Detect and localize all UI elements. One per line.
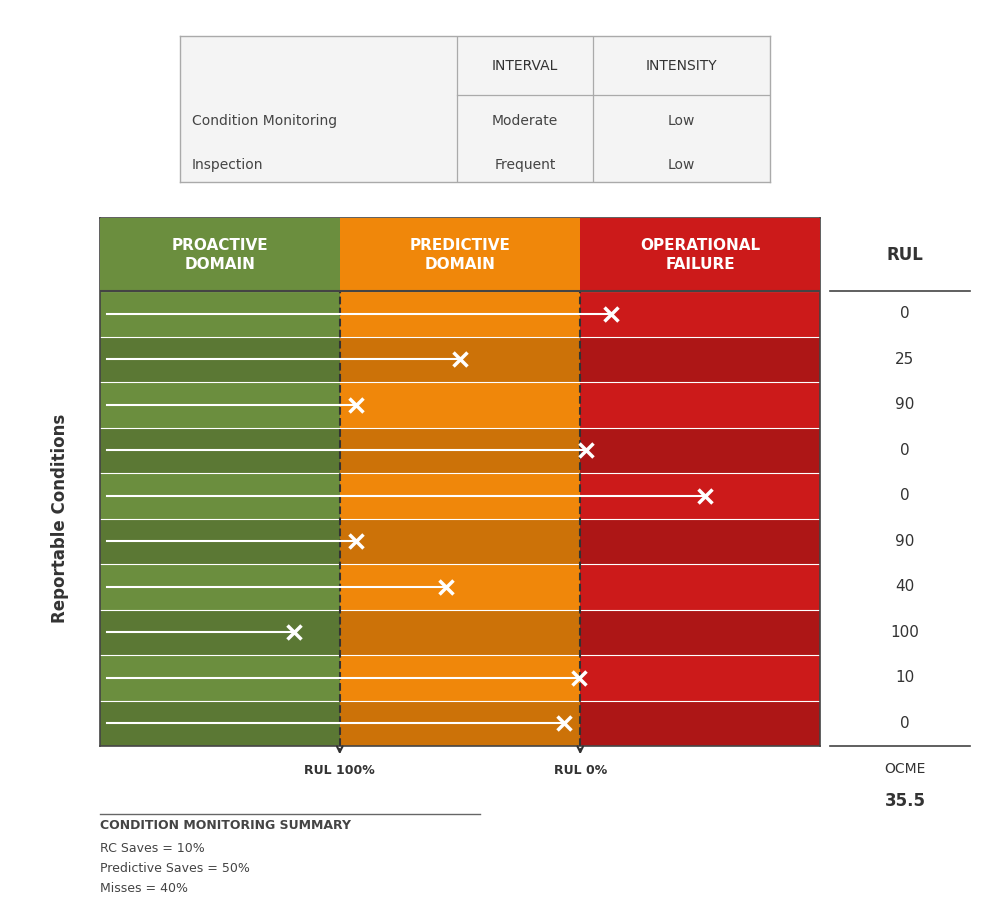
Bar: [100, 655, 820, 701]
Text: Condition Monitoring: Condition Monitoring: [192, 114, 337, 127]
Text: Moderate: Moderate: [492, 114, 558, 127]
Text: 0: 0: [900, 716, 910, 731]
Text: PROACTIVE
DOMAIN: PROACTIVE DOMAIN: [172, 238, 268, 271]
Bar: [100, 610, 820, 655]
Bar: [340, 218, 580, 746]
Text: INTERVAL: INTERVAL: [492, 58, 558, 73]
Bar: [100, 291, 820, 337]
Text: INTENSITY: INTENSITY: [646, 58, 717, 73]
Bar: [100, 473, 820, 519]
Text: Inspection: Inspection: [192, 157, 263, 171]
Bar: [580, 218, 820, 746]
Bar: [100, 428, 820, 473]
Text: 90: 90: [895, 534, 915, 549]
Text: Reportable Conditions: Reportable Conditions: [51, 414, 69, 623]
FancyBboxPatch shape: [580, 218, 820, 291]
Text: RUL 0%: RUL 0%: [554, 764, 607, 777]
Text: RUL 100%: RUL 100%: [304, 764, 375, 777]
Bar: [100, 564, 820, 610]
Text: Low: Low: [668, 114, 695, 127]
Text: 40: 40: [895, 580, 915, 594]
Text: 0: 0: [900, 443, 910, 458]
Text: CONDITION MONITORING SUMMARY: CONDITION MONITORING SUMMARY: [100, 819, 351, 832]
Text: Frequent: Frequent: [494, 157, 556, 171]
Text: 100: 100: [891, 625, 919, 640]
Bar: [100, 701, 820, 746]
Text: Misses = 40%: Misses = 40%: [100, 882, 188, 895]
FancyBboxPatch shape: [340, 218, 580, 291]
Text: RC Saves = 10%: RC Saves = 10%: [100, 842, 205, 854]
Text: Predictive Saves = 50%: Predictive Saves = 50%: [100, 862, 250, 875]
Bar: [100, 337, 820, 382]
Bar: [100, 519, 820, 564]
Text: OCME: OCME: [884, 762, 926, 775]
Text: Low: Low: [668, 157, 695, 171]
Bar: [100, 382, 820, 428]
Text: RUL: RUL: [887, 246, 923, 264]
Text: 0: 0: [900, 489, 910, 503]
Text: 25: 25: [895, 352, 915, 367]
Text: 10: 10: [895, 671, 915, 685]
Text: 0: 0: [900, 307, 910, 321]
Text: OPERATIONAL
FAILURE: OPERATIONAL FAILURE: [640, 238, 760, 271]
Bar: [100, 218, 340, 746]
FancyBboxPatch shape: [100, 218, 340, 291]
Text: 35.5: 35.5: [885, 792, 926, 810]
Text: 90: 90: [895, 398, 915, 412]
Text: PREDICTIVE
DOMAIN: PREDICTIVE DOMAIN: [410, 238, 510, 271]
